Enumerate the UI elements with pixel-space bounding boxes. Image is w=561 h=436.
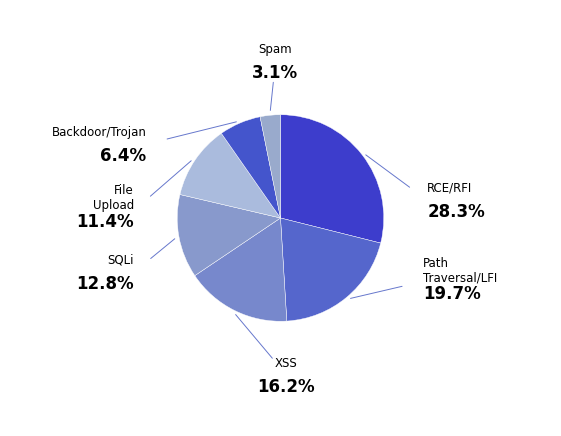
Text: 11.4%: 11.4% [76, 213, 134, 231]
Wedge shape [195, 218, 287, 321]
Text: 28.3%: 28.3% [427, 203, 485, 221]
Wedge shape [222, 117, 280, 218]
Text: Spam: Spam [259, 43, 292, 56]
Wedge shape [177, 194, 280, 276]
Text: 12.8%: 12.8% [76, 275, 134, 293]
Text: SQLi: SQLi [107, 254, 134, 267]
Text: 16.2%: 16.2% [257, 378, 315, 396]
Wedge shape [280, 218, 381, 321]
Text: XSS: XSS [274, 357, 297, 370]
Text: 3.1%: 3.1% [252, 65, 298, 82]
Wedge shape [280, 115, 384, 243]
Text: Path
Traversal/LFI: Path Traversal/LFI [423, 257, 497, 285]
Wedge shape [180, 133, 280, 218]
Text: 6.4%: 6.4% [100, 147, 146, 165]
Text: RCE/RFI: RCE/RFI [427, 181, 472, 194]
Text: File
Upload: File Upload [93, 184, 134, 212]
Text: Backdoor/Trojan: Backdoor/Trojan [52, 126, 146, 139]
Wedge shape [260, 115, 280, 218]
Text: 19.7%: 19.7% [423, 286, 481, 303]
